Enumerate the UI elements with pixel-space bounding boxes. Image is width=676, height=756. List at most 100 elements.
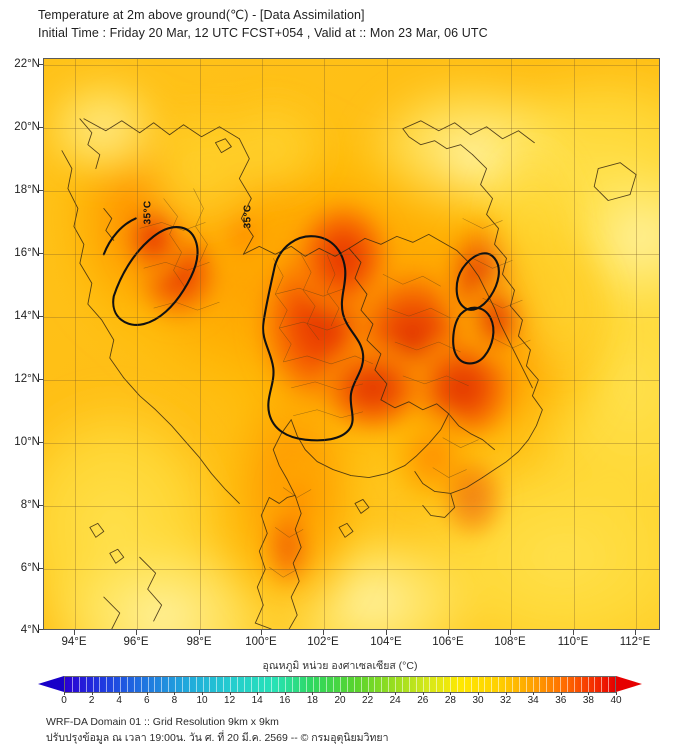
colorbar-tick-label: 10 [196,695,208,706]
colorbar-segment-divider [553,677,555,692]
colorbar-segment-divider [566,677,568,692]
colorbar-segment-divider [264,677,266,692]
colorbar-segment-divider [505,677,506,692]
x-axis-tick-label: 100°E [245,636,277,648]
contour-label-35c-west: 35°C [142,200,154,225]
colorbar-segment-divider [456,677,458,692]
footer: WRF-DA Domain 01 :: Grid Resolution 9km … [46,714,646,746]
colorbar-segment-divider [546,677,548,692]
colorbar-tick-label: 40 [610,695,622,706]
colorbar-segment-divider [147,677,149,692]
colorbar-tick-label: 0 [61,695,67,706]
y-axis-tick-label: 14°N [14,310,40,322]
colorbar-tick-label: 4 [116,695,122,706]
colorbar-gradient-body [64,676,616,693]
gridline-vertical [137,59,138,629]
colorbar-tick-mark [174,692,176,695]
colorbar-segment-divider [312,677,314,692]
colorbar-segment-divider [333,677,335,692]
colorbar-segment-divider [395,677,396,692]
gridline-horizontal [44,443,659,444]
colorbar-segment-divider [463,677,465,692]
colorbar-segment-divider [436,677,438,692]
colorbar-segment-divider [188,677,190,692]
y-axis: 22°N 20°N 18°N 16°N 14°N 12°N 10°N 8°N 6… [0,58,40,636]
colorbar-tick-mark [91,692,93,695]
page-title: Temperature at 2m above ground(℃) - [Dat… [38,8,365,22]
colorbar-tick-mark [478,692,479,695]
y-axis-tick-label: 8°N [20,499,40,511]
colorbar-tick-mark [119,692,121,695]
colorbar-segment-divider [92,677,94,692]
gridline-vertical [511,59,512,629]
colorbar-tick-mark [340,692,341,695]
colorbar-segment-divider [71,677,73,692]
colorbar-segment-divider [285,677,286,692]
x-axis-tick-label: 104°E [370,636,402,648]
x-axis-tick-label: 112°E [619,636,651,648]
colorbar-segment-divider [450,677,451,692]
contour-label-35c-central: 35°C [242,204,254,229]
colorbar-segment-divider [518,677,520,692]
colorbar-tick-label: 14 [251,695,263,706]
x-axis-tickmarks [43,630,660,636]
colorbar-tick-mark [284,692,286,695]
colorbar-tick-label: 2 [88,695,95,706]
temperature-map-plot: 35°C 35°C [43,58,660,630]
colorbar-tick-label: 22 [362,695,374,706]
colorbar-high-cap-arrow [616,676,642,692]
colorbar-segment-divider [140,677,142,692]
colorbar-tick-label: 18 [306,695,318,706]
colorbar-tick-mark [257,692,259,695]
chart-title-block: Temperature at 2m above ground(℃) - [Dat… [38,6,668,42]
colorbar-scale[interactable] [38,676,642,693]
gridline-horizontal [44,380,659,381]
colorbar-segment-divider [470,677,472,692]
colorbar-tick-mark [422,692,424,695]
colorbar-segment-divider [340,677,341,692]
colorbar-segment-divider [601,677,603,692]
gridline-horizontal [44,317,659,318]
colorbar-segment-divider [415,677,417,692]
gridline-vertical [449,59,450,629]
colorbar-segment-divider [236,677,238,692]
update-credit-line: ปรับปรุงข้อมูล ณ เวลา 19:00น. วัน ศ. ที่… [46,732,389,744]
temperature-field [44,59,659,629]
colorbar-segment-divider [346,677,348,692]
x-axis-tick-label: 94°E [61,636,87,648]
model-info-line: WRF-DA Domain 01 :: Grid Resolution 9km … [46,716,279,728]
colorbar-segment-divider [367,677,369,692]
colorbar-segment-divider [401,677,403,692]
colorbar-segment-divider [120,677,121,692]
colorbar-segment-divider [113,677,115,692]
colorbar-segment-divider [388,677,390,692]
colorbar-segment-divider [573,677,575,692]
gridline-horizontal [44,128,659,129]
y-axis-tick-label: 6°N [20,562,40,574]
y-axis-tick-label: 20°N [14,121,40,133]
colorbar-tick-mark [616,692,617,695]
colorbar-segment-divider [305,677,307,692]
x-axis-tick-label: 106°E [432,636,464,648]
colorbar-tick-mark [64,692,65,695]
colorbar-segment-divider [422,677,424,692]
colorbar-tick-label: 36 [555,695,567,706]
colorbar-segment-divider [608,677,610,692]
colorbar-tick-mark [450,692,452,695]
colorbar-segment-divider [491,677,493,692]
colorbar-segment-divider [202,677,204,692]
x-axis-tick-label: 98°E [186,636,212,648]
colorbar-segment-divider [498,677,500,692]
colorbar-tick-label: 38 [582,695,594,706]
colorbar-segment-divider [443,677,445,692]
gridline-vertical [200,59,201,629]
colorbar-segment-divider [106,677,108,692]
y-axis-tick-label: 22°N [14,58,40,70]
y-axis-tick-label: 4°N [20,624,40,636]
colorbar-segment-divider [85,677,87,692]
colorbar-tick-mark [312,692,314,695]
colorbar-segment-divider [78,677,80,692]
colorbar-tick-mark [229,692,231,695]
colorbar-segment-divider [594,677,596,692]
